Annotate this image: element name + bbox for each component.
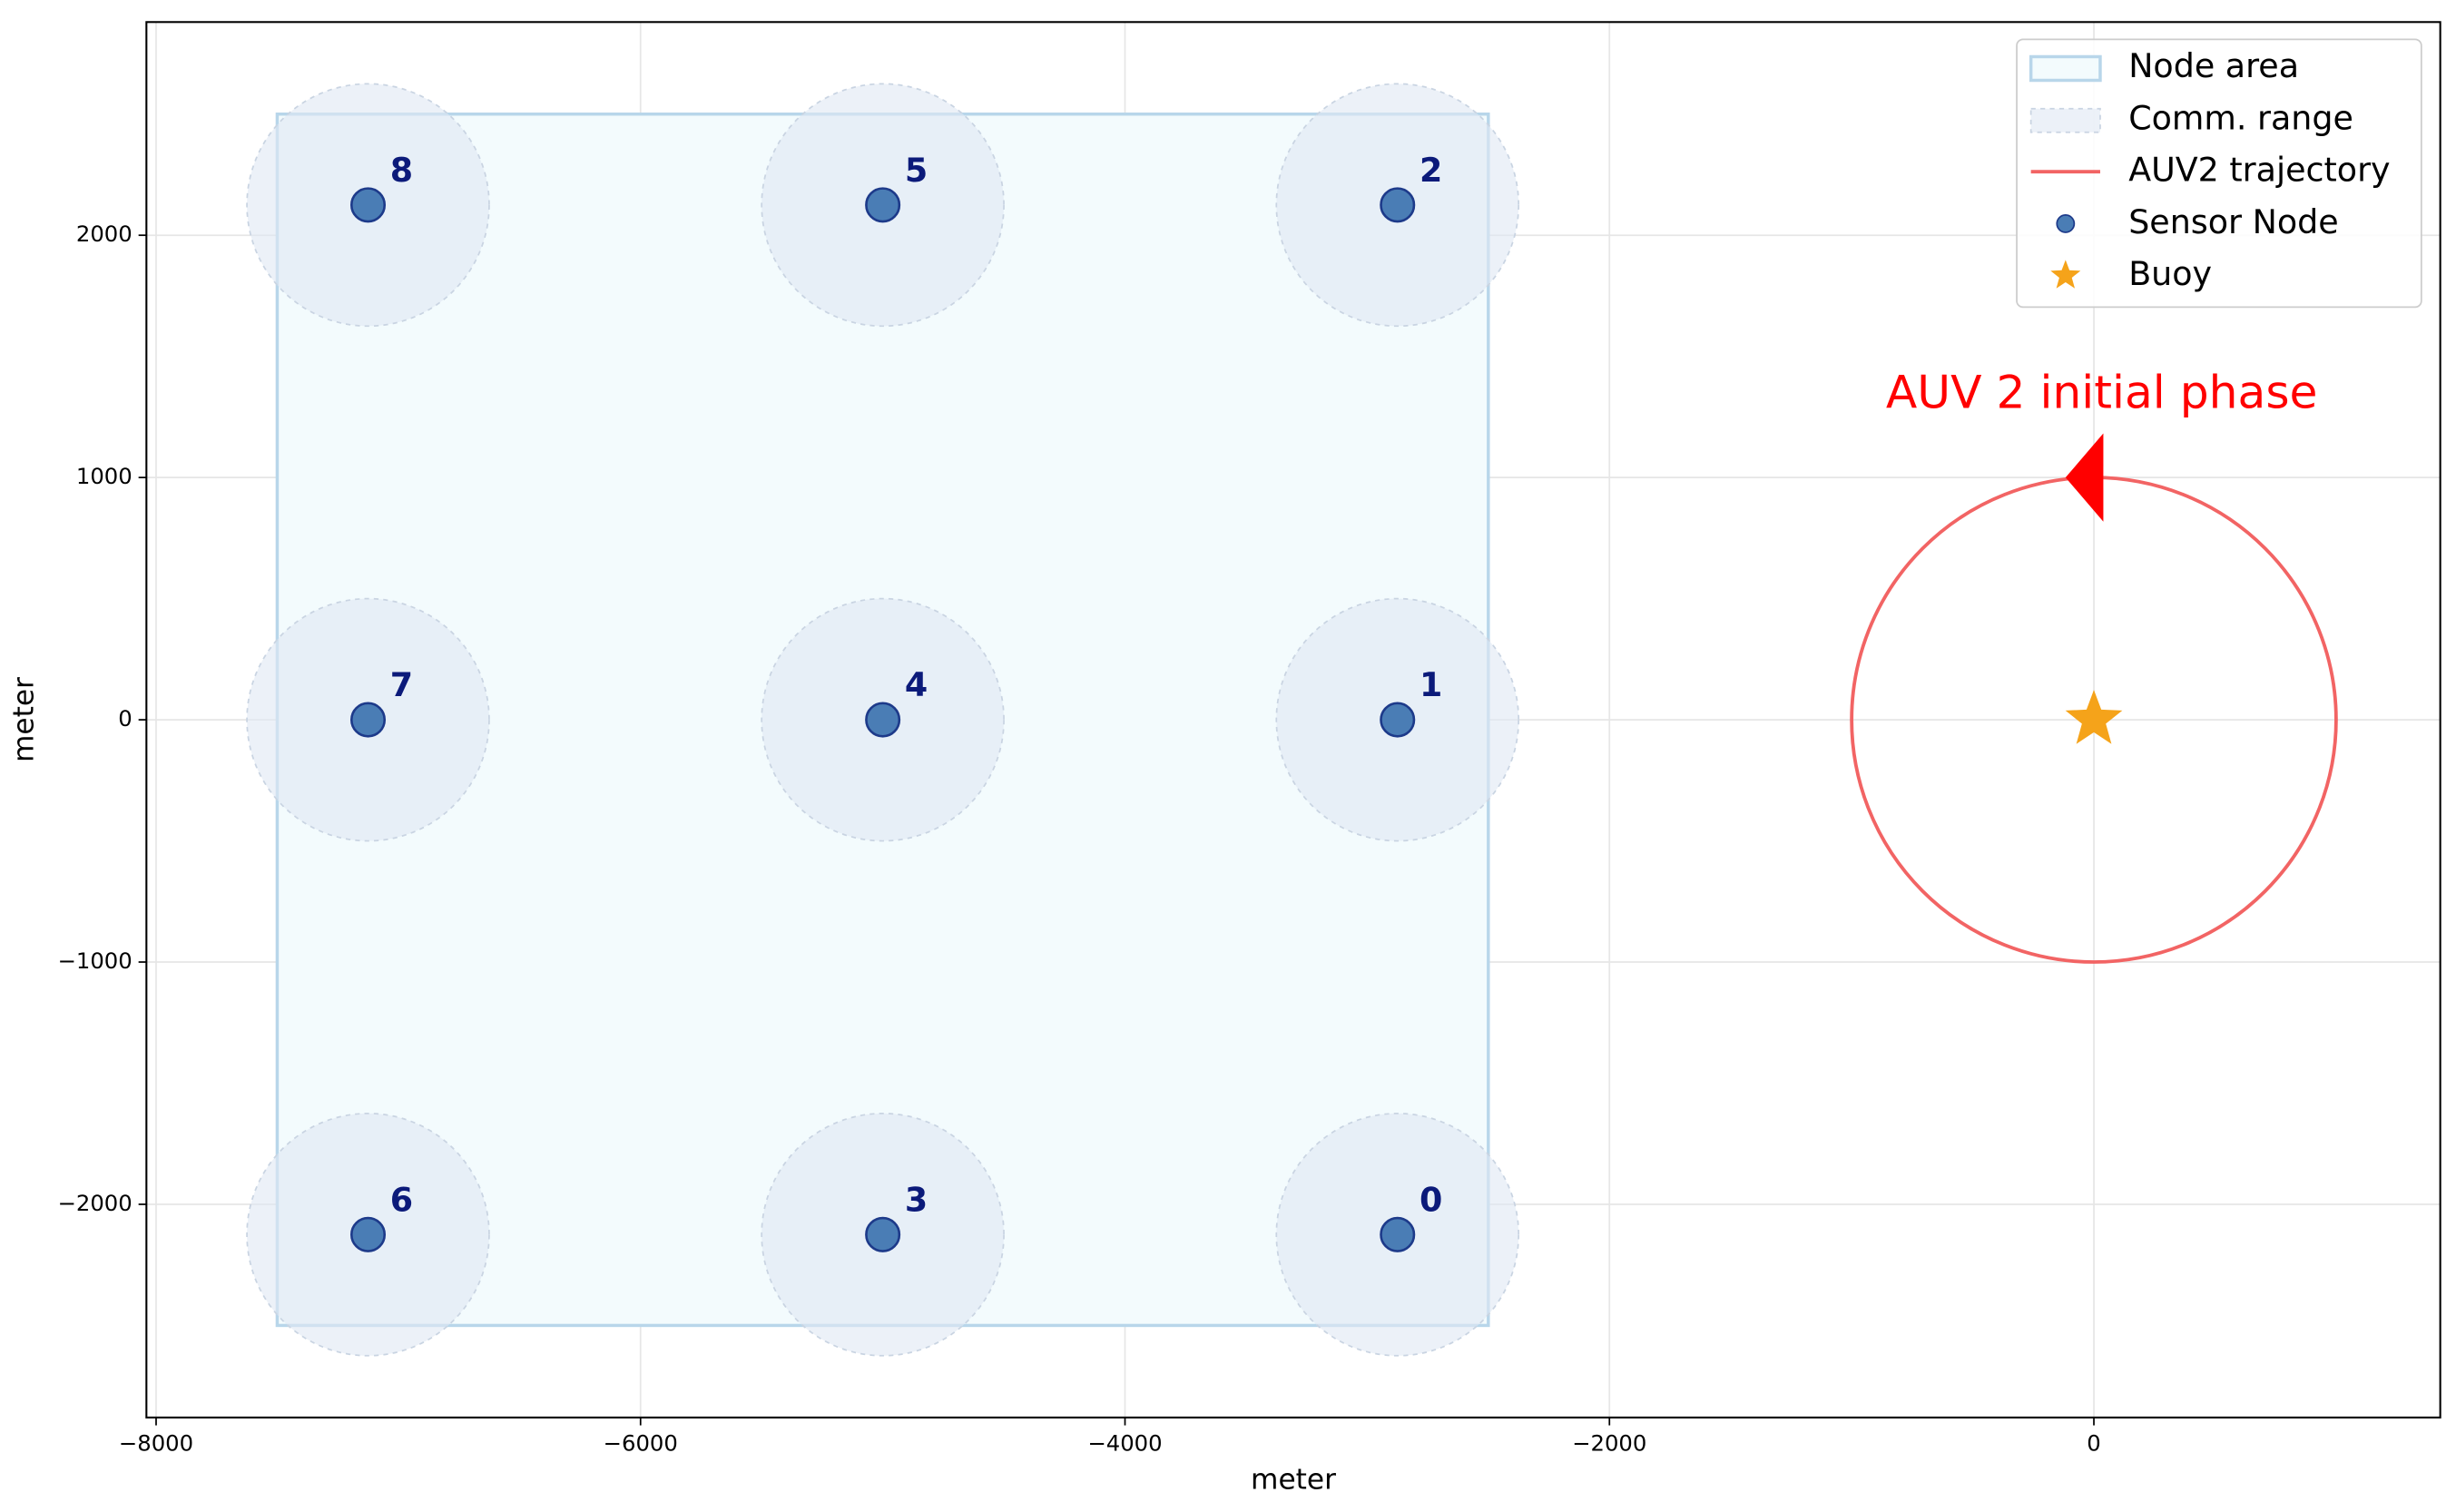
y-tick-label: 1000 (76, 463, 133, 489)
node-label: 1 (1420, 665, 1442, 704)
x-tick-label: −4000 (1087, 1429, 1162, 1456)
legend-box (2016, 38, 2422, 309)
legend-label: Sensor Node (2128, 202, 2338, 241)
node-label: 3 (905, 1180, 928, 1219)
annotation: AUV 2 initial phase (1886, 365, 2318, 418)
y-axis-label: meter (8, 677, 41, 762)
legend-swatch (2050, 260, 2081, 289)
sensor-node (865, 702, 901, 738)
sensor-node (349, 1216, 387, 1252)
sensor-node (865, 1216, 901, 1252)
node-label: 0 (1420, 1180, 1442, 1219)
y-tick-label: 2000 (76, 221, 133, 247)
node-label: 8 (390, 151, 413, 190)
plot-frame (145, 21, 2441, 1419)
sensor-node (865, 187, 901, 223)
node-label: 7 (390, 665, 413, 704)
legend-label: Comm. range (2128, 98, 2353, 137)
node-label: 2 (1420, 151, 1442, 190)
sensor-node (1380, 702, 1416, 738)
legend-swatch (2029, 107, 2101, 133)
y-tick-label: −2000 (58, 1190, 133, 1216)
legend-swatch (2029, 54, 2102, 83)
legend-label: Node area (2128, 46, 2299, 85)
sensor-node (1380, 187, 1416, 223)
legend-label: AUV2 trajectory (2128, 151, 2390, 190)
legend-label: Buoy (2128, 254, 2212, 293)
legend: Node area Comm. range AUV2 trajectory Senso… (2016, 38, 2422, 309)
node-label: 4 (905, 665, 928, 704)
sensor-node (349, 187, 387, 223)
y-tick-label: −1000 (58, 947, 133, 974)
direction-arrow (2065, 433, 2104, 522)
x-tick-label: −8000 (119, 1429, 193, 1456)
x-tick-label: 0 (2087, 1429, 2100, 1456)
x-axis-label: meter (1251, 1463, 1336, 1496)
sensor-node (1380, 1216, 1416, 1252)
x-tick-label: −6000 (604, 1429, 678, 1456)
buoy (2065, 690, 2123, 744)
node-label: 5 (905, 151, 928, 190)
node-label: 6 (390, 1180, 413, 1219)
sensor-node (349, 702, 387, 738)
legend-swatch (2056, 214, 2076, 233)
y-tick-label: 0 (118, 705, 132, 731)
x-tick-label: −2000 (1572, 1429, 1646, 1456)
